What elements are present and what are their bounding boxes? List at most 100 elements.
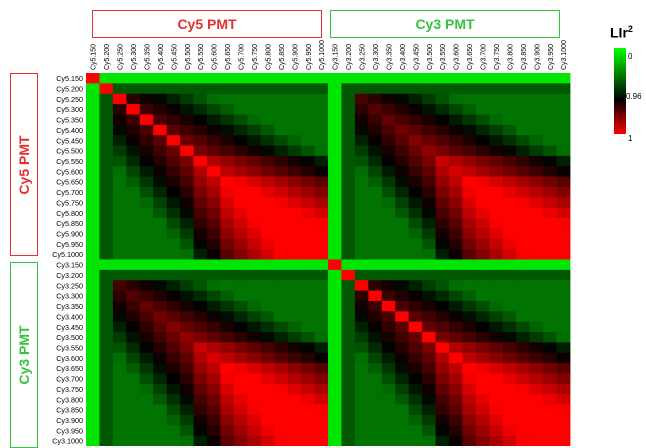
heatmap-cell — [207, 176, 221, 188]
heatmap-cell — [247, 186, 262, 198]
heatmap-cell — [341, 114, 356, 126]
heatmap-cell — [287, 135, 302, 146]
heatmap-cell — [99, 352, 114, 364]
heatmap-cell — [368, 280, 383, 291]
heatmap-cell — [556, 332, 571, 343]
heatmap-cell — [395, 197, 410, 209]
heatmap-cell — [408, 145, 423, 157]
heatmap-cell — [153, 73, 168, 84]
heatmap-cell — [422, 228, 436, 240]
heatmap-cell — [328, 166, 342, 178]
heatmap-cell — [543, 135, 557, 146]
heatmap-cell — [529, 321, 544, 333]
heatmap-cell — [260, 186, 275, 198]
heatmap-cell — [422, 414, 436, 426]
heatmap-cell — [529, 290, 544, 302]
heatmap-cell — [260, 83, 275, 95]
heatmap-cell — [368, 166, 383, 178]
row-label: Cy5.450 — [56, 136, 83, 145]
heatmap-cell — [99, 186, 114, 198]
heatmap-cell — [489, 352, 504, 364]
heatmap-cell — [543, 342, 557, 354]
heatmap-cell — [112, 300, 127, 312]
heatmap-cell — [543, 425, 557, 437]
heatmap-cell — [139, 104, 154, 115]
heatmap-cell — [381, 280, 396, 291]
heatmap-cell — [381, 363, 396, 374]
heatmap-cell — [99, 435, 114, 446]
heatmap-cell — [247, 363, 262, 374]
heatmap-cell — [435, 373, 450, 385]
heatmap-cell — [153, 124, 168, 136]
heatmap-cell — [193, 363, 208, 374]
heatmap-cell — [529, 280, 544, 291]
heatmap-cell — [207, 186, 221, 198]
heatmap-cell — [462, 404, 477, 416]
heatmap-cell — [462, 249, 477, 260]
heatmap-cell — [529, 73, 544, 84]
heatmap-cell — [381, 259, 396, 271]
heatmap-cell — [556, 414, 571, 426]
heatmap-cell — [475, 155, 490, 167]
row-label: Cy5.1000 — [52, 250, 83, 259]
heatmap-cell — [274, 342, 289, 354]
heatmap-cell — [354, 249, 369, 260]
heatmap-cell — [328, 394, 342, 405]
column-label: Cy5.850 — [279, 44, 286, 70]
heatmap-cell — [99, 249, 114, 260]
heatmap-cell — [408, 197, 423, 209]
heatmap-cell — [529, 114, 544, 126]
heatmap-cell — [516, 155, 531, 167]
heatmap-cell — [502, 186, 517, 198]
heatmap-cell — [354, 83, 369, 95]
heatmap-cell — [314, 414, 329, 426]
heatmap-cell — [543, 383, 557, 395]
heatmap-cell — [153, 176, 168, 188]
heatmap-cell — [475, 373, 490, 385]
heatmap-cell — [489, 197, 504, 209]
heatmap-cell — [247, 290, 262, 302]
heatmap-cell — [341, 352, 356, 364]
heatmap-cell — [220, 73, 235, 84]
heatmap-cell — [354, 321, 369, 333]
heatmap-cell — [247, 73, 262, 84]
heatmap-cell — [301, 300, 315, 312]
heatmap-cell — [99, 414, 114, 426]
heatmap-cell — [112, 73, 127, 84]
heatmap-cell — [139, 83, 154, 95]
heatmap-cell — [126, 124, 141, 136]
heatmap-cell — [422, 145, 436, 157]
heatmap-cell — [193, 435, 208, 446]
heatmap-cell — [274, 155, 289, 167]
heatmap-cell — [381, 414, 396, 426]
heatmap-cell — [395, 414, 410, 426]
heatmap-cell — [341, 197, 356, 209]
heatmap-cell — [287, 394, 302, 405]
heatmap-cell — [180, 145, 194, 157]
heatmap-cell — [502, 259, 517, 271]
heatmap-cell — [435, 228, 450, 240]
heatmap-cell — [180, 228, 194, 240]
heatmap-cell — [381, 207, 396, 219]
heatmap-cell — [207, 373, 221, 385]
heatmap-cell — [529, 342, 544, 354]
heatmap-cell — [381, 332, 396, 343]
heatmap-cell — [368, 197, 383, 209]
heatmap-cell — [220, 104, 235, 115]
heatmap-cell — [193, 166, 208, 178]
heatmap-cell — [153, 238, 168, 250]
heatmap-cell — [220, 228, 235, 240]
heatmap-cell — [422, 373, 436, 385]
heatmap-cell — [449, 238, 463, 250]
heatmap-cell — [529, 383, 544, 395]
heatmap-cell — [354, 383, 369, 395]
heatmap-cell — [529, 207, 544, 219]
heatmap-cell — [543, 114, 557, 126]
heatmap-cell — [207, 311, 221, 323]
heatmap-cell — [126, 394, 141, 405]
heatmap-cell — [354, 363, 369, 374]
heatmap-cell — [166, 218, 181, 229]
heatmap-cell — [247, 342, 262, 354]
heatmap-cell — [408, 352, 423, 364]
heatmap-cell — [462, 228, 477, 240]
